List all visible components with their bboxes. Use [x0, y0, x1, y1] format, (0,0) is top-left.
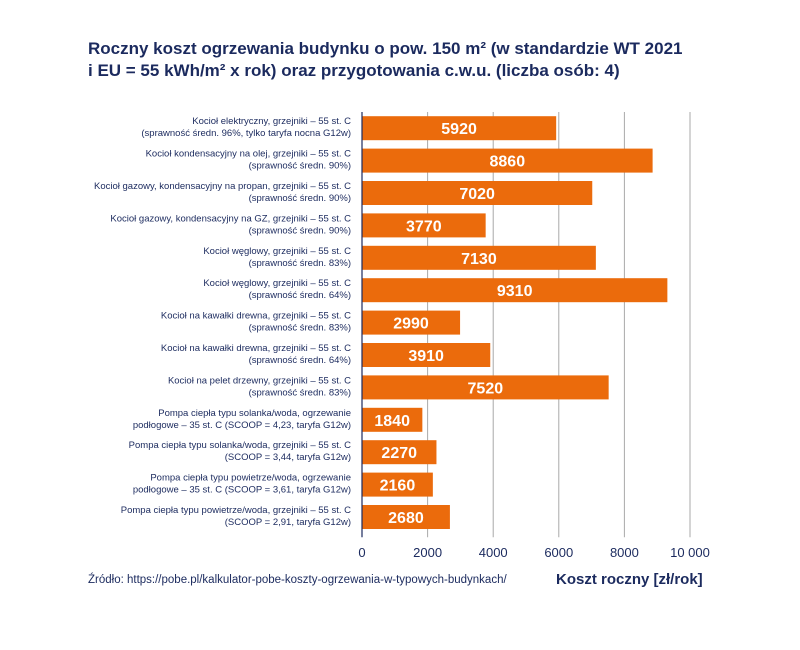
category-label: (sprawność średn. 96%, tylko taryfa nocn…	[141, 128, 351, 139]
category-label: (sprawność średn. 90%)	[249, 193, 351, 204]
bar-value-label: 2990	[393, 316, 429, 333]
category-label: Kocioł elektryczny, grzejniki – 55 st. C	[192, 116, 351, 127]
bar	[362, 245, 596, 270]
bar	[362, 440, 437, 465]
bar-value-label: 8860	[490, 154, 526, 171]
category-label: Pompa ciepła typu solanka/woda, grzejnik…	[129, 440, 351, 451]
bar-value-label: 7020	[459, 186, 495, 203]
bar-value-label: 3770	[406, 218, 442, 235]
chart-title-line-1: Roczny koszt ogrzewania budynku o pow. 1…	[88, 39, 683, 58]
category-label: Kocioł gazowy, kondensacyjny na propan, …	[94, 181, 351, 192]
bar	[362, 181, 593, 205]
category-label: (sprawność średn. 90%)	[249, 161, 351, 172]
x-tick-label: 2000	[413, 545, 442, 560]
chart-title: Roczny koszt ogrzewania budynku o pow. 1…	[88, 38, 728, 82]
bar	[362, 505, 450, 529]
category-label: Kocioł węglowy, grzejniki – 55 st. C	[203, 246, 351, 257]
category-label: (sprawność średn. 64%)	[249, 355, 351, 366]
bar	[362, 148, 653, 173]
category-label: (SCOOP = 3,44, taryfa G12w)	[225, 452, 351, 463]
category-label: Kocioł na kawałki drewna, grzejniki – 55…	[161, 311, 351, 322]
category-label: (sprawność średn. 90%)	[249, 225, 351, 236]
x-axis-label: Koszt roczny [zł/rok]	[556, 571, 703, 588]
category-label: podłogowe – 35 st. C (SCOOP = 3,61, tary…	[133, 485, 351, 496]
bar	[362, 213, 486, 238]
bar	[362, 278, 668, 303]
x-tick-label: 8000	[610, 545, 639, 560]
bar-value-label: 2270	[381, 445, 417, 462]
x-tick-label: 6000	[544, 545, 573, 560]
x-tick-label: 4000	[479, 545, 508, 560]
chart-title-line-2: i EU = 55 kWh/m² x rok) oraz przygotowan…	[88, 61, 620, 80]
bar-value-label: 2160	[380, 478, 416, 495]
category-label: Kocioł kondensacyjny na olej, grzejniki …	[146, 149, 352, 160]
source-note: Źródło: https://pobe.pl/kalkulator-pobe-…	[88, 574, 507, 586]
bar-value-label: 7130	[461, 251, 497, 268]
bar	[362, 310, 461, 335]
category-label: Kocioł węglowy, grzejniki – 55 st. C	[203, 278, 351, 289]
category-label: podłogowe – 35 st. C (SCOOP = 4,23, tary…	[133, 420, 351, 431]
category-label: (sprawność średn. 64%)	[249, 290, 351, 301]
bar-value-label: 7520	[468, 380, 504, 397]
category-label: (sprawność średn. 83%)	[249, 323, 351, 334]
bar	[362, 375, 609, 400]
category-label: (SCOOP = 2,91, taryfa G12w)	[225, 517, 351, 528]
category-label: Kocioł gazowy, kondensacyjny na GZ, grze…	[110, 213, 351, 224]
bar	[362, 407, 423, 432]
bar-value-label: 5920	[441, 121, 477, 138]
bar	[362, 472, 433, 497]
bar	[362, 343, 491, 367]
x-tick-label: 0	[358, 545, 365, 560]
bar-value-label: 3910	[408, 348, 444, 365]
bar-value-label: 9310	[497, 283, 533, 300]
category-label: Pompa ciepła typu powietrze/woda, grzejn…	[121, 505, 351, 516]
bar	[362, 116, 557, 141]
category-label: Kocioł na pelet drzewny, grzejniki – 55 …	[168, 375, 351, 386]
bar-value-label: 1840	[374, 413, 410, 430]
category-label: Pompa ciepła typu powietrze/woda, ogrzew…	[150, 473, 351, 484]
bar-value-label: 2680	[388, 510, 424, 527]
category-label: (sprawność średn. 83%)	[249, 258, 351, 269]
category-label: Pompa ciepła typu solanka/woda, ogrzewan…	[158, 408, 351, 419]
category-label: (sprawność średn. 83%)	[249, 387, 351, 398]
category-label: Kocioł na kawałki drewna, grzejniki – 55…	[161, 343, 351, 354]
x-tick-label: 10 000	[670, 545, 710, 560]
